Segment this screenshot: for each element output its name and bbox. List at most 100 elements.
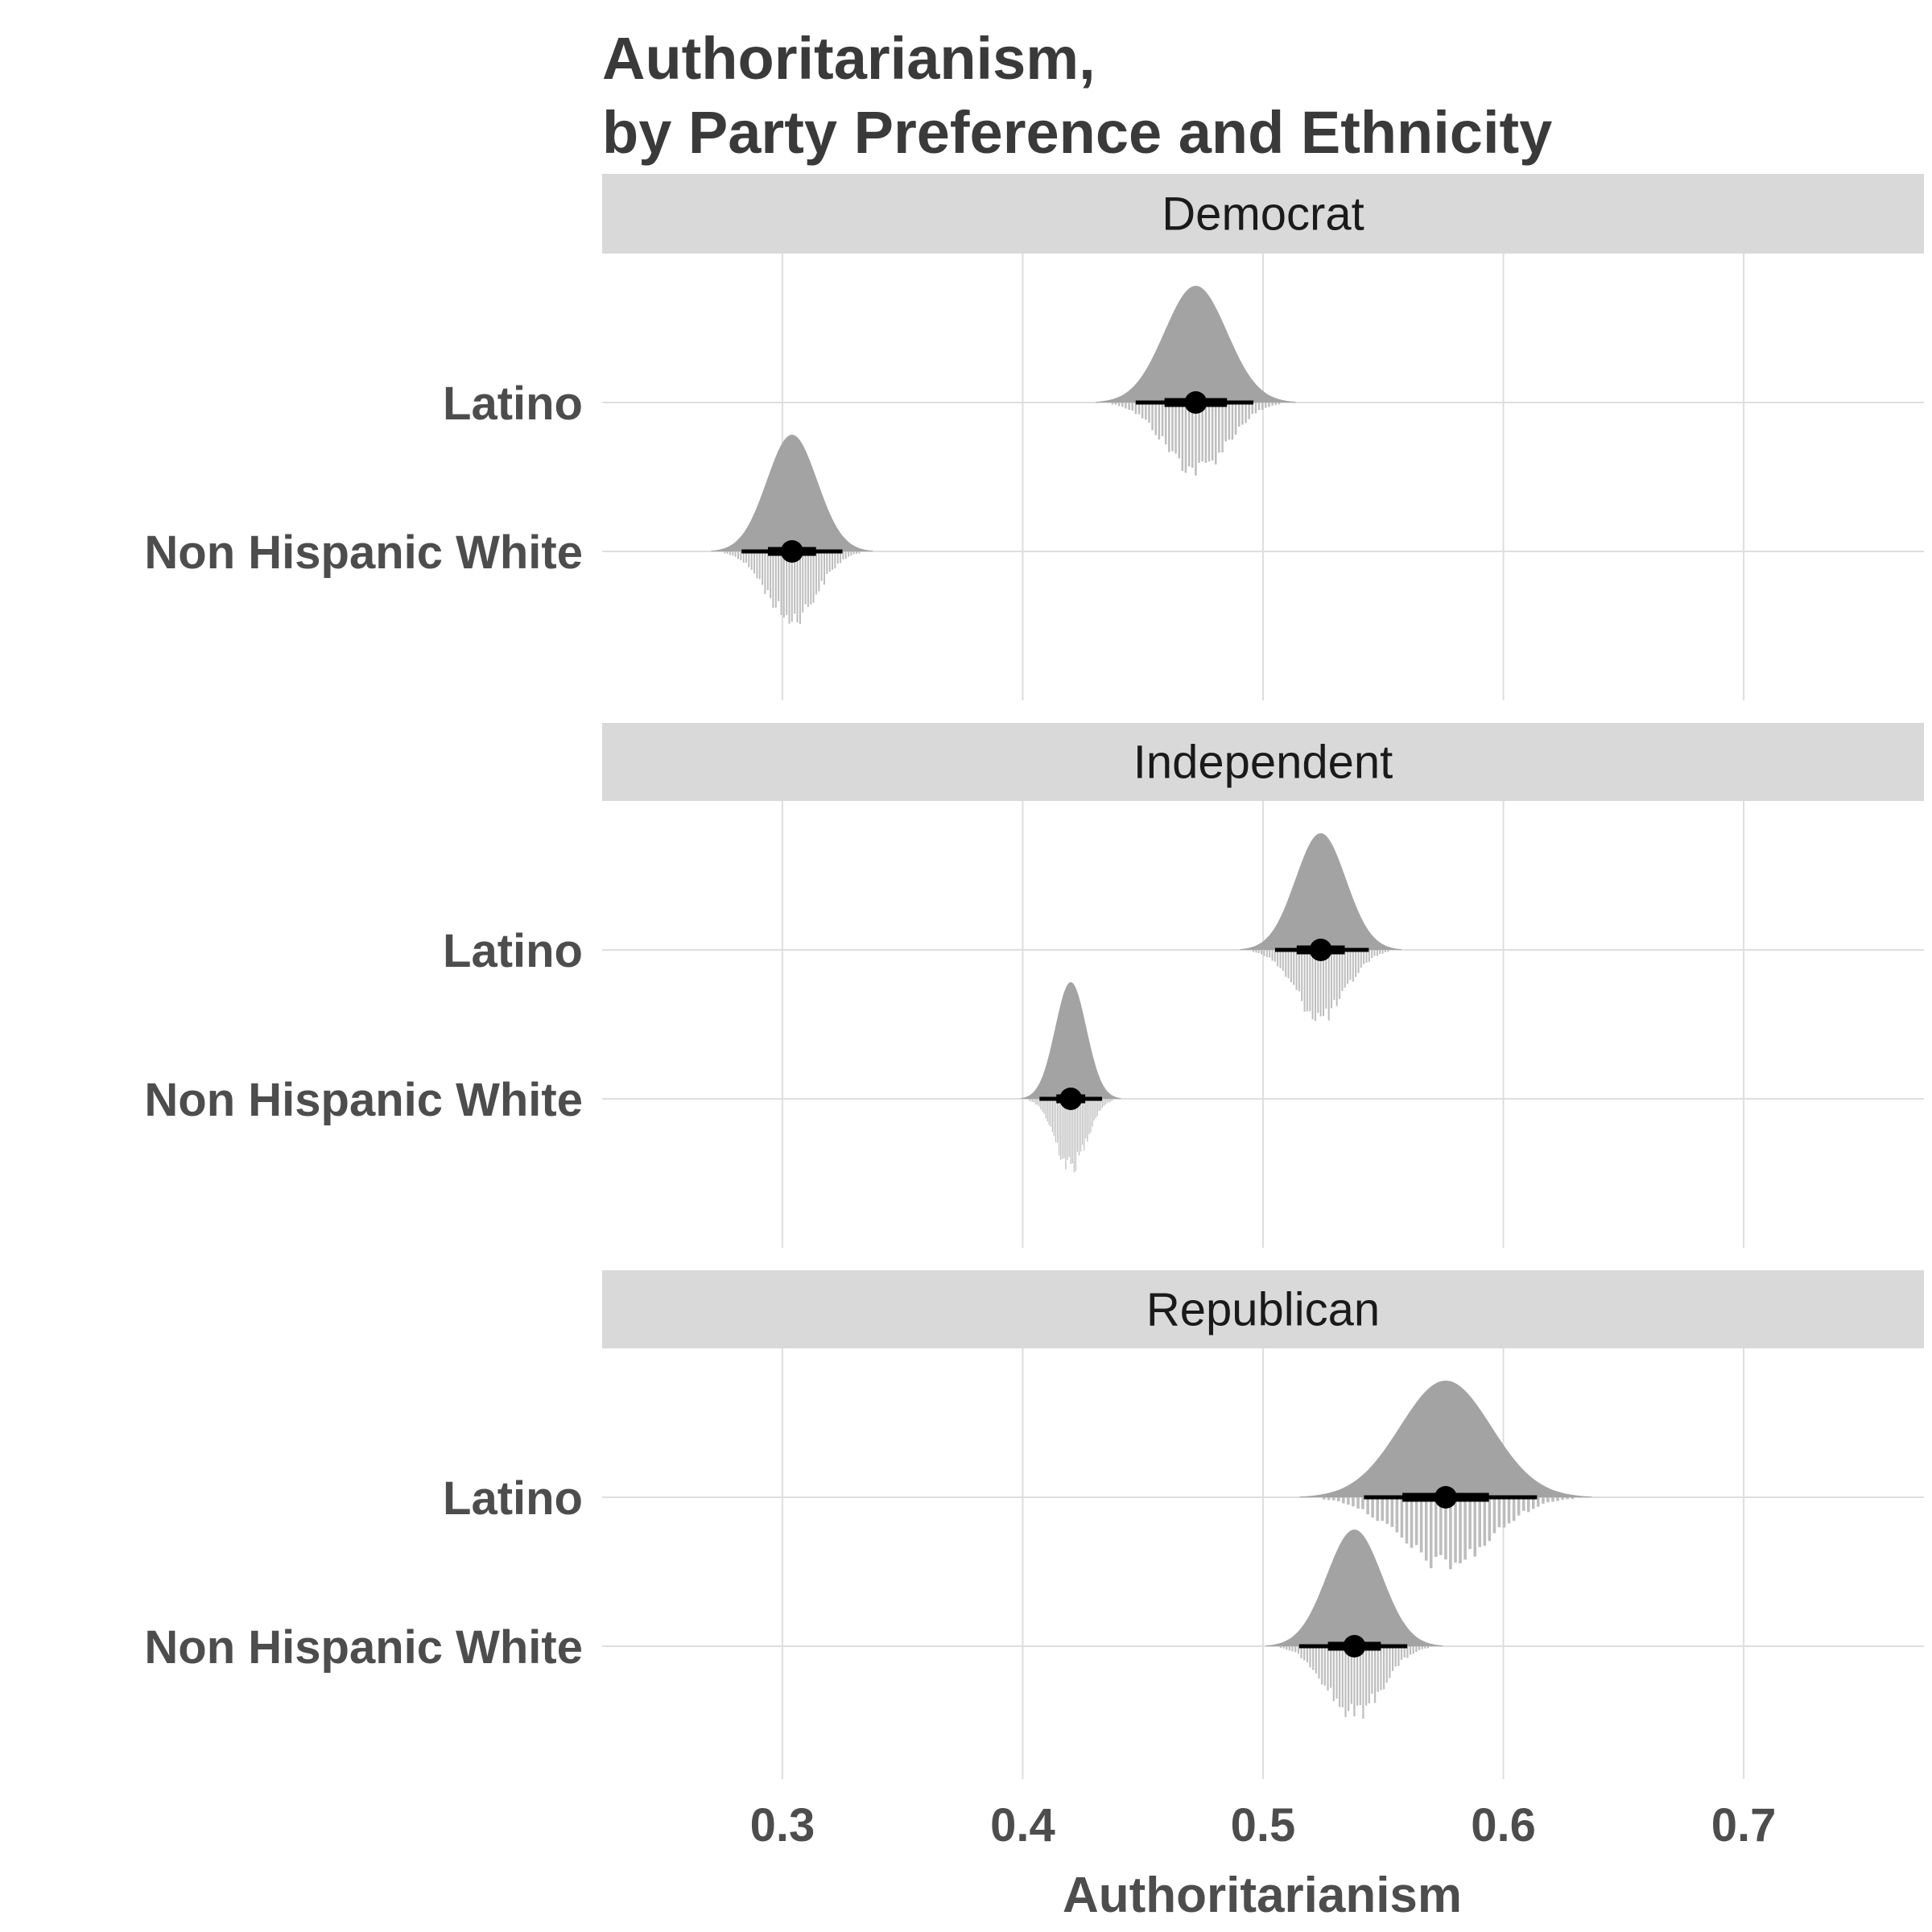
- dot-column: [1377, 1646, 1379, 1692]
- y-tick-label: Latino: [443, 1472, 583, 1525]
- dot-column: [1342, 1497, 1345, 1504]
- dot-column: [1339, 950, 1341, 999]
- dot-column: [1392, 1646, 1394, 1671]
- dot-column: [1184, 402, 1187, 473]
- dot-column: [1424, 1646, 1426, 1649]
- dot-column: [1076, 1099, 1078, 1152]
- dot-column: [1191, 402, 1194, 468]
- dot-column: [1327, 1497, 1331, 1501]
- dot-column: [766, 551, 769, 590]
- dot-column: [1254, 402, 1257, 414]
- dot-column: [1228, 402, 1231, 440]
- dot-column: [1035, 1099, 1037, 1105]
- dot-column: [1043, 1099, 1045, 1114]
- dot-column: [1221, 402, 1224, 452]
- dot-column: [1187, 402, 1191, 467]
- dot-column: [1141, 402, 1144, 419]
- dot-column: [1268, 402, 1270, 407]
- dot-column: [1208, 402, 1211, 462]
- dot-column: [1311, 950, 1314, 1020]
- dot-column: [1373, 950, 1376, 956]
- dot-column: [1248, 402, 1250, 419]
- dot-column: [1148, 402, 1150, 423]
- dot-column: [1062, 1099, 1063, 1159]
- dot-column: [1164, 402, 1167, 444]
- dot-column: [732, 551, 734, 556]
- dot-column: [1168, 402, 1170, 452]
- dot-column: [1379, 950, 1381, 955]
- dot-column: [1075, 1099, 1076, 1171]
- dot-column: [1028, 1099, 1030, 1101]
- dot-column: [1333, 950, 1335, 1000]
- dot-column: [1323, 1646, 1326, 1686]
- x-tick-label: 0.3: [750, 1799, 815, 1852]
- dot-column: [778, 551, 780, 602]
- dots-distribution: [724, 551, 861, 625]
- x-tick-label: 0.6: [1471, 1799, 1536, 1852]
- dot-column: [824, 551, 825, 585]
- dot-column: [1093, 1099, 1095, 1121]
- dot-column: [799, 551, 801, 625]
- dot-column: [1271, 950, 1274, 961]
- dot-column: [1261, 402, 1264, 410]
- dot-column: [1497, 1497, 1501, 1528]
- dot-column: [1363, 950, 1365, 964]
- dot-column: [1293, 950, 1295, 985]
- dot-column: [1125, 402, 1127, 409]
- dot-column: [818, 551, 820, 592]
- dot-column: [1090, 1099, 1092, 1133]
- dot-column: [750, 551, 753, 570]
- dot-column: [1385, 1646, 1388, 1683]
- dot-column: [729, 551, 731, 555]
- dot-column: [1371, 950, 1373, 959]
- dot-column: [1038, 1099, 1040, 1107]
- dot-column: [1512, 1497, 1516, 1521]
- dot-column: [1395, 1497, 1399, 1533]
- dot-column: [1322, 1497, 1326, 1500]
- dot-column: [1348, 1646, 1350, 1711]
- dot-column: [1546, 1497, 1550, 1503]
- dot-column: [1335, 1646, 1338, 1699]
- dot-column: [852, 551, 855, 555]
- dot-column: [1381, 950, 1384, 954]
- density-curve: [1299, 1381, 1592, 1497]
- dot-column: [1211, 402, 1214, 461]
- dot-column: [1355, 950, 1357, 977]
- dot-column: [1318, 1646, 1320, 1679]
- dot-column: [1065, 1099, 1067, 1170]
- dot-column: [1201, 402, 1203, 462]
- dot-column: [1356, 1646, 1359, 1706]
- dot-column: [1101, 1099, 1104, 1108]
- dot-column: [804, 551, 807, 605]
- dot-column: [1300, 1646, 1302, 1658]
- dot-column: [1301, 950, 1303, 1001]
- dot-column: [1128, 402, 1130, 411]
- dot-column: [1400, 1646, 1403, 1660]
- x-axis: 0.3 0.4 0.5 0.6 0.7: [750, 1799, 1777, 1852]
- dot-column: [1556, 1497, 1559, 1501]
- dot-column: [1412, 1646, 1414, 1654]
- dot-column: [742, 551, 745, 563]
- dot-column: [840, 551, 841, 564]
- x-tick-label: 0.4: [990, 1799, 1055, 1852]
- dot-column: [1291, 1646, 1294, 1652]
- dot-column: [850, 551, 852, 556]
- dot-column: [762, 551, 764, 585]
- dot-column: [1542, 1497, 1545, 1504]
- dot-column: [1055, 1099, 1057, 1142]
- dot-column: [1100, 1099, 1101, 1111]
- dot-column: [737, 551, 739, 559]
- dot-column: [1331, 1497, 1335, 1501]
- facet-strip: [602, 1270, 1924, 1348]
- dot-column: [1306, 1646, 1308, 1662]
- dot-column: [1323, 950, 1324, 1017]
- dot-column: [1279, 950, 1282, 968]
- dot-column: [1261, 950, 1263, 955]
- dot-column: [1107, 1099, 1108, 1103]
- dots-distribution: [1028, 1099, 1113, 1173]
- median-point: [1434, 1486, 1457, 1509]
- dot-column: [1078, 1099, 1080, 1156]
- dot-column: [794, 551, 796, 614]
- dot-column: [1295, 950, 1298, 990]
- dot-column: [1263, 950, 1265, 956]
